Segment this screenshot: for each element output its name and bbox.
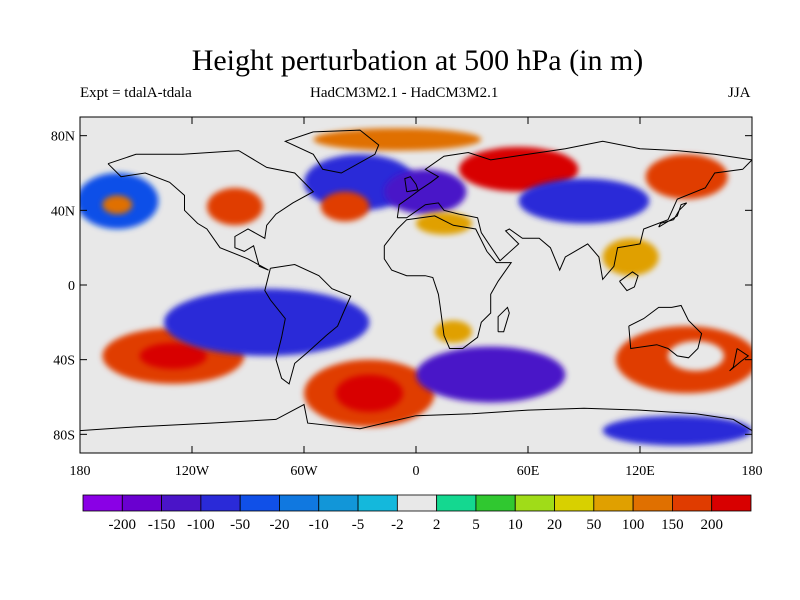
- colorbar-swatch: [200, 494, 241, 512]
- coastlines: [80, 129, 752, 432]
- colorbar-label: 100: [622, 517, 645, 533]
- blob-sio-neg: [416, 346, 566, 403]
- australia-coast: [628, 304, 703, 359]
- blob-europe-neg: [384, 169, 467, 215]
- lon-tick-label: 60E: [517, 464, 540, 479]
- lat-tick-label: 0: [68, 279, 75, 294]
- blob-india-pos: [602, 238, 659, 276]
- lat-tick-label: 40N: [51, 204, 75, 219]
- lat-tick-label: 40S: [53, 354, 75, 369]
- blob-npac-pos: [102, 195, 133, 215]
- new-zealand-coast: [729, 348, 750, 372]
- blob-spac-center: [139, 342, 207, 369]
- lat-tick-label: 80N: [51, 130, 75, 145]
- colorbar-label: -2: [391, 517, 404, 533]
- colorbar-swatch: [672, 494, 713, 512]
- colorbar-label: -150: [148, 517, 176, 533]
- blob-arctic-pos: [313, 128, 482, 151]
- colorbar-label: 200: [700, 517, 723, 533]
- colorbar-swatch: [593, 494, 634, 512]
- axis-ticks: 80N 40N 0 40S 80S 180 120W 60W 0 60E 120E 180: [51, 117, 763, 479]
- colorbar-swatch: [514, 494, 555, 512]
- model-label: HadCM3M2.1 - HadCM3M2.1: [310, 85, 499, 101]
- blob-satl-center: [335, 374, 403, 412]
- contour-field: [80, 128, 752, 446]
- blob-atl-pos: [320, 191, 370, 222]
- blob-easia-pos: [645, 154, 728, 200]
- colorbar-label: -50: [230, 517, 250, 533]
- japan-coast: [658, 202, 688, 228]
- colorbar: -200 -150 -100 -50 -20 -10 -5 -2 2 5 10 20 50 100 150 2…: [82, 494, 752, 533]
- lon-tick-label: 120E: [625, 464, 655, 479]
- lat-tick-label: 80S: [53, 428, 75, 443]
- colorbar-swatch: [161, 494, 202, 512]
- colorbar-swatch: [711, 494, 752, 512]
- colorbar-label: -20: [269, 517, 289, 533]
- lon-tick-label: 180: [70, 464, 91, 479]
- blob-trop-neg: [164, 288, 370, 356]
- colorbar-swatch: [279, 494, 320, 512]
- colorbar-swatch: [121, 494, 162, 512]
- colorbar-label: -10: [309, 517, 329, 533]
- colorbar-label: -100: [187, 517, 215, 533]
- colorbar-label: -200: [109, 517, 137, 533]
- blob-siberia-pos: [458, 146, 579, 192]
- colorbar-swatch: [239, 494, 280, 512]
- lon-tick-label: 60W: [290, 464, 318, 479]
- colorbar-swatch: [554, 494, 595, 512]
- blob-aus-center: [668, 341, 724, 371]
- colorbar-label: 20: [547, 517, 562, 533]
- colorbar-label: 50: [586, 517, 601, 533]
- colorbar-label: 5: [472, 517, 480, 533]
- borneo-coast: [619, 271, 639, 292]
- map-title: Height perturbation at 500 hPa (in m): [191, 44, 644, 77]
- africa-coast: [383, 215, 513, 349]
- lon-tick-label: 180: [742, 464, 763, 479]
- experiment-label: Expt = tdalA-tdala: [80, 85, 192, 101]
- blob-nam-pos: [206, 187, 263, 226]
- lon-tick-label: 0: [413, 464, 420, 479]
- colorbar-label: 10: [508, 517, 523, 533]
- colorbar-swatch: [436, 494, 477, 512]
- colorbar-swatch: [318, 494, 359, 512]
- uk-coast: [404, 176, 419, 193]
- colorbar-label: 2: [433, 517, 441, 533]
- colorbar-label: -5: [352, 517, 365, 533]
- blob-asia-neg: [518, 178, 650, 224]
- south-america-coast: [264, 263, 352, 385]
- lon-tick-label: 120W: [175, 464, 210, 479]
- eurasia-coast: [396, 140, 752, 281]
- colorbar-swatch: [396, 494, 438, 512]
- blob-ant-neg: [602, 415, 752, 446]
- colorbar-swatch: [357, 494, 398, 512]
- colorbar-swatch: [475, 494, 516, 512]
- season-label: JJA: [728, 85, 751, 101]
- colorbar-swatch: [632, 494, 673, 512]
- blob-med-pos: [416, 212, 472, 235]
- north-america-coast: [107, 150, 315, 271]
- antarctica-coast: [80, 403, 752, 432]
- madagascar-coast: [497, 306, 510, 333]
- blob-africa-pos: [434, 320, 473, 343]
- greenland-coast: [283, 129, 380, 174]
- colorbar-swatch: [82, 494, 123, 512]
- colorbar-label: 150: [661, 517, 684, 533]
